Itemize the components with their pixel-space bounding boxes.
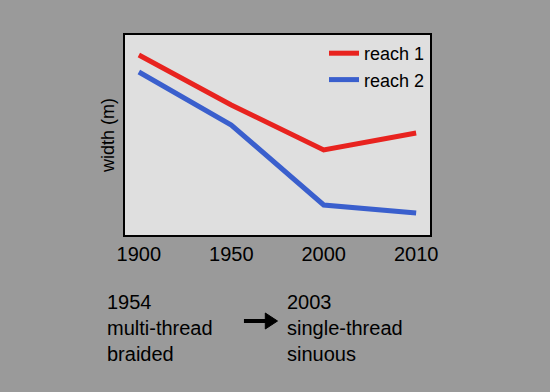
svg-text:1954multi-threadbraided: 1954multi-threadbraided — [107, 291, 213, 365]
svg-text:1950: 1950 — [209, 243, 254, 265]
svg-text:1900: 1900 — [117, 243, 162, 265]
svg-text:reach 2: reach 2 — [364, 71, 424, 91]
svg-text:2003single-threadsinuous: 2003single-threadsinuous — [287, 291, 403, 365]
svg-text:2000: 2000 — [301, 243, 346, 265]
svg-text:width (m): width (m) — [98, 98, 118, 173]
svg-text:2010: 2010 — [394, 243, 439, 265]
svg-text:reach 1: reach 1 — [364, 44, 424, 64]
